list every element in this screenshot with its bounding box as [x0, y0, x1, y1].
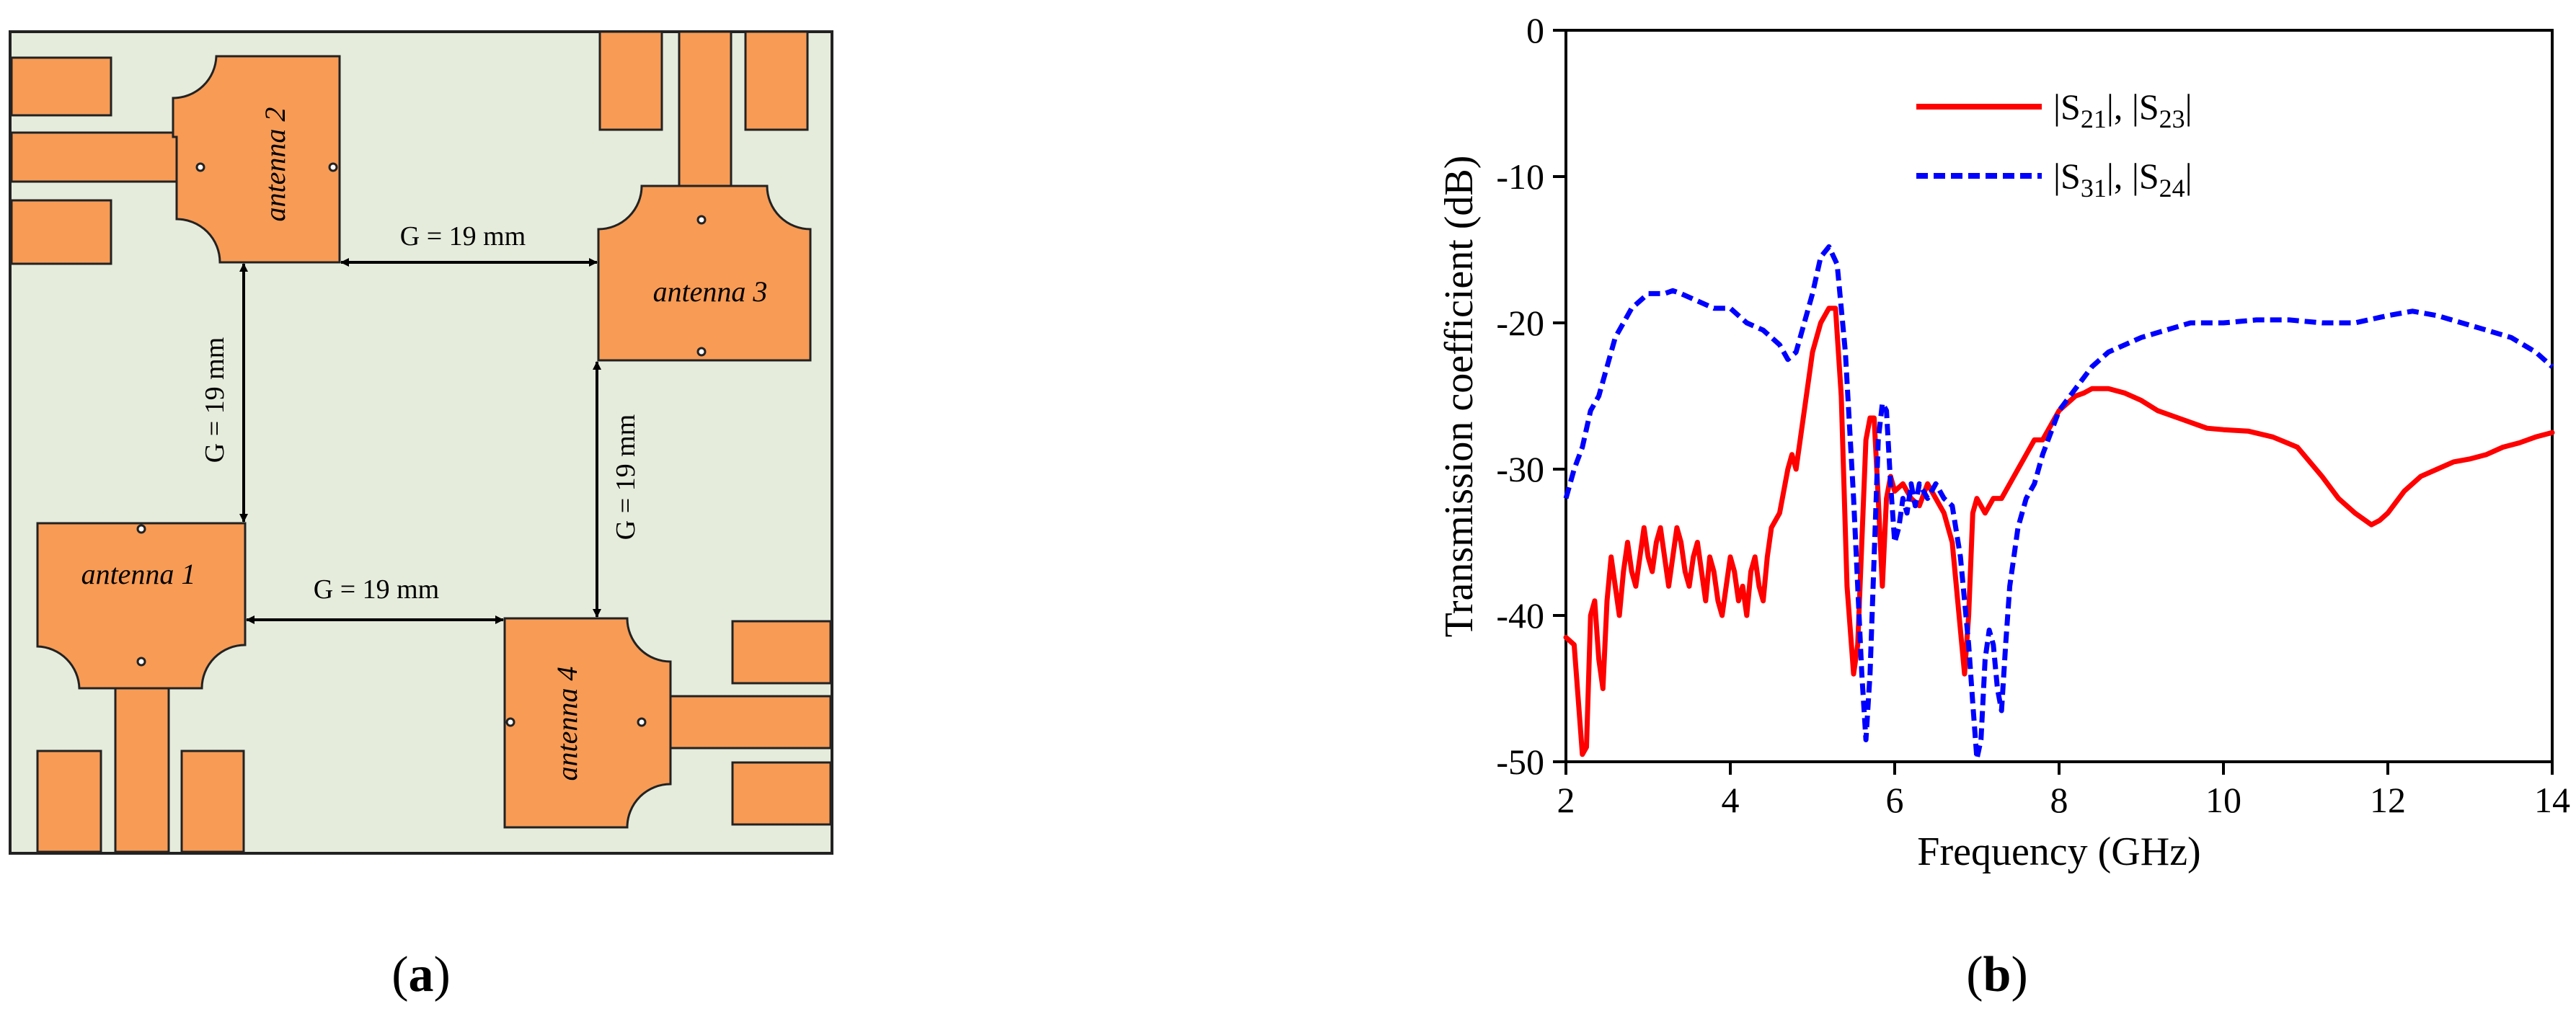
- gap-arrows: G = 19 mm G = 19 mm G = 19 mm G = 19 mm: [200, 221, 641, 624]
- ground-stub: [598, 30, 663, 131]
- x-tick-label: 14: [2534, 780, 2570, 820]
- ground-stub: [180, 750, 245, 853]
- panel-a-label: (a): [391, 947, 451, 1002]
- antenna-3: antenna 3: [597, 30, 812, 362]
- antenna-4-label: antenna 4: [551, 667, 583, 781]
- legend-label-s31: |S31|, |S24|: [2053, 156, 2192, 203]
- via: [195, 162, 205, 172]
- antenna-1: antenna 1: [36, 522, 247, 853]
- y-tick-label: -40: [1496, 595, 1544, 636]
- via: [696, 347, 707, 357]
- ground-stub: [731, 620, 832, 685]
- ground-stub: [744, 30, 809, 131]
- via: [696, 215, 707, 225]
- y-axis: 0 -10 -20 -30 -40 -50: [1496, 10, 1566, 782]
- y-tick-label: -10: [1496, 156, 1544, 197]
- y-tick-label: -20: [1496, 303, 1544, 343]
- series-line-s31-s24: [1563, 244, 2554, 762]
- x-tick-label: 12: [2370, 780, 2406, 820]
- via: [136, 524, 146, 534]
- ground-stub: [10, 56, 112, 117]
- y-tick-label: 0: [1526, 10, 1544, 50]
- y-tick-label: -50: [1496, 742, 1544, 782]
- via: [637, 717, 647, 727]
- ground-stub: [10, 199, 112, 265]
- gap-label-2-1: G = 19 mm: [200, 337, 230, 463]
- antenna-1-label: antenna 1: [81, 558, 196, 590]
- x-tick-label: 2: [1557, 780, 1575, 820]
- x-axis: 2 4 6 8 10 12 14: [1557, 762, 2570, 820]
- antenna-2-label: antenna 2: [259, 107, 291, 222]
- panel-a-layout: antenna 2 antenna 3 antenna 1: [9, 30, 833, 1002]
- y-tick-label: -30: [1496, 449, 1544, 489]
- panel-b-chart: 0 -10 -20 -30 -40 -50 2 4 6 8 10 12 14 Transmission…: [1437, 10, 2570, 1002]
- feed-line: [678, 30, 732, 195]
- x-tick-label: 6: [1886, 780, 1904, 820]
- ground-stub: [731, 761, 832, 826]
- antenna-3-label: antenna 3: [653, 275, 768, 308]
- series-layer: [1563, 244, 2555, 762]
- y-axis-title: Transmission coefficient (dB): [1437, 156, 1482, 638]
- x-tick-label: 4: [1722, 780, 1740, 820]
- feed-line: [10, 131, 179, 183]
- gap-label-2-3: G = 19 mm: [400, 221, 526, 252]
- ground-stub: [36, 750, 102, 853]
- antenna-4: antenna 4: [503, 617, 832, 829]
- legend-label-s21: |S21|, |S23|: [2053, 86, 2192, 133]
- antenna-2: antenna 2: [10, 55, 341, 265]
- legend: |S21|, |S23| |S31|, |S24|: [1916, 86, 2192, 203]
- feed-line: [114, 669, 170, 853]
- patch: [597, 184, 812, 362]
- patch: [36, 522, 247, 690]
- gap-label-1-4: G = 19 mm: [314, 574, 440, 605]
- patch: [172, 55, 341, 264]
- feed-line: [647, 695, 832, 750]
- x-tick-label: 10: [2205, 780, 2241, 820]
- x-axis-title: Frequency (GHz): [1917, 830, 2200, 874]
- series-line-s21-s23: [1563, 306, 2555, 757]
- gap-label-3-4: G = 19 mm: [611, 414, 641, 541]
- via: [136, 657, 146, 667]
- plot-frame: [1564, 29, 2554, 763]
- panel-b-label: (b): [1966, 947, 2028, 1002]
- via: [505, 717, 515, 727]
- x-tick-label: 8: [2050, 780, 2068, 820]
- patch: [503, 617, 672, 829]
- via: [328, 162, 338, 172]
